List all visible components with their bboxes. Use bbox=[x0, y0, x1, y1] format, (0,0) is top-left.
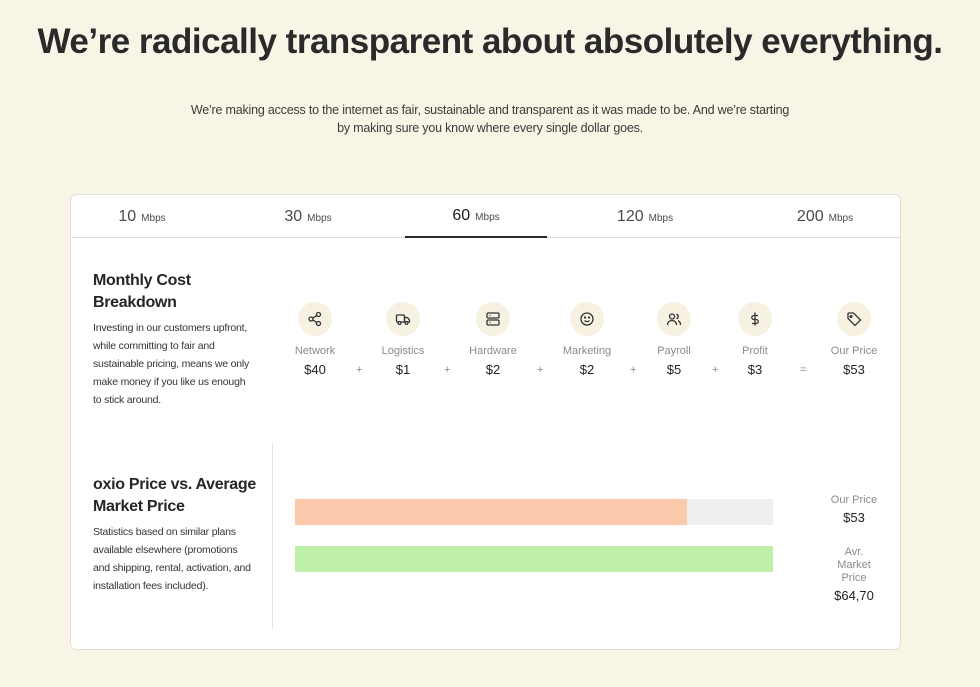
tab-30-mbps[interactable]: 30 Mbps bbox=[237, 195, 379, 238]
tab-60-mbps[interactable]: 60 Mbps bbox=[405, 195, 547, 238]
market-price-bar bbox=[295, 546, 773, 572]
page-headline: We’re radically transparent about absolu… bbox=[37, 22, 943, 61]
market-price-value: $64,70 bbox=[834, 588, 874, 603]
our-price-label: Our Price bbox=[830, 494, 878, 506]
comparison-description: Statistics based on similar plans availa… bbox=[93, 526, 251, 592]
tab-speed: 10 bbox=[118, 207, 137, 225]
tab-speed: 120 bbox=[616, 207, 644, 225]
our-price-value: $53 bbox=[843, 510, 865, 525]
equals-operator: = bbox=[800, 364, 807, 376]
plus-operator: + bbox=[444, 364, 451, 376]
section-divider bbox=[272, 443, 273, 629]
tab-unit: Mbps bbox=[475, 211, 500, 223]
cost-label: Marketing bbox=[562, 345, 612, 357]
cost-label: Network bbox=[294, 345, 336, 357]
cost-item-profit: Profit $3 bbox=[720, 302, 790, 377]
our-price-bar-track bbox=[295, 499, 773, 525]
tab-speed: 200 bbox=[796, 207, 824, 225]
cost-label: Hardware bbox=[469, 345, 517, 357]
cost-label: Profit bbox=[742, 345, 768, 357]
users-icon bbox=[657, 302, 691, 336]
cost-item-logistics: Logistics $1 bbox=[368, 302, 438, 377]
cost-label: Our Price bbox=[830, 345, 878, 357]
tab-unit: Mbps bbox=[307, 212, 332, 224]
plus-operator: + bbox=[630, 364, 637, 376]
tab-200-mbps[interactable]: 200 Mbps bbox=[754, 195, 896, 238]
tab-unit: Mbps bbox=[648, 212, 674, 224]
cost-value: $40 bbox=[304, 362, 326, 377]
plus-operator: + bbox=[537, 364, 544, 376]
speed-tabs: 10 Mbps 30 Mbps 60 Mbps 120 Mbps 200 Mbp… bbox=[71, 195, 900, 238]
tab-unit: Mbps bbox=[828, 212, 854, 224]
dollar-icon bbox=[738, 302, 772, 336]
cost-value: $2 bbox=[485, 362, 501, 377]
cost-value: $1 bbox=[395, 362, 411, 377]
cost-value: $2 bbox=[579, 362, 595, 377]
cost-item-marketing: Marketing $2 bbox=[552, 302, 622, 377]
pricing-card: 10 Mbps 30 Mbps 60 Mbps 120 Mbps 200 Mbp… bbox=[70, 194, 901, 650]
cost-item-hardware: Hardware $2 bbox=[458, 302, 528, 377]
comparison-title: oxio Price vs. Average Market Price bbox=[93, 476, 256, 515]
cost-value: $3 bbox=[747, 362, 763, 377]
page-subtitle: We’re making access to the internet as f… bbox=[190, 103, 790, 135]
tab-10-mbps[interactable]: 10 Mbps bbox=[71, 195, 213, 238]
tab-speed: 30 bbox=[284, 207, 303, 225]
cost-item-network: Network $40 bbox=[280, 302, 350, 377]
breakdown-title: Monthly Cost Breakdown bbox=[93, 272, 191, 311]
plus-operator: + bbox=[712, 364, 719, 376]
cost-label: Payroll bbox=[657, 345, 691, 357]
cost-item-our-price: Our Price $53 bbox=[819, 302, 889, 377]
cost-value: $53 bbox=[843, 362, 865, 377]
cost-item-payroll: Payroll $5 bbox=[639, 302, 709, 377]
plus-operator: + bbox=[356, 364, 363, 376]
our-price-bar bbox=[295, 499, 687, 525]
our-price-legend: Our Price $53 bbox=[823, 494, 885, 524]
cost-label: Logistics bbox=[381, 345, 425, 357]
server-icon bbox=[476, 302, 510, 336]
truck-icon bbox=[386, 302, 420, 336]
market-price-bar-track bbox=[295, 546, 773, 572]
tab-120-mbps[interactable]: 120 Mbps bbox=[574, 195, 716, 238]
tab-unit: Mbps bbox=[141, 212, 166, 224]
tab-speed: 60 bbox=[452, 206, 471, 224]
tag-icon bbox=[837, 302, 871, 336]
smiley-icon bbox=[570, 302, 604, 336]
breakdown-description: Investing in our customers upfront, whil… bbox=[93, 322, 250, 406]
cost-value: $5 bbox=[666, 362, 682, 377]
market-price-label: Avr. Market Price bbox=[837, 546, 871, 584]
market-price-legend: Avr. Market Price $64,70 bbox=[823, 546, 885, 602]
share-icon bbox=[298, 302, 332, 336]
